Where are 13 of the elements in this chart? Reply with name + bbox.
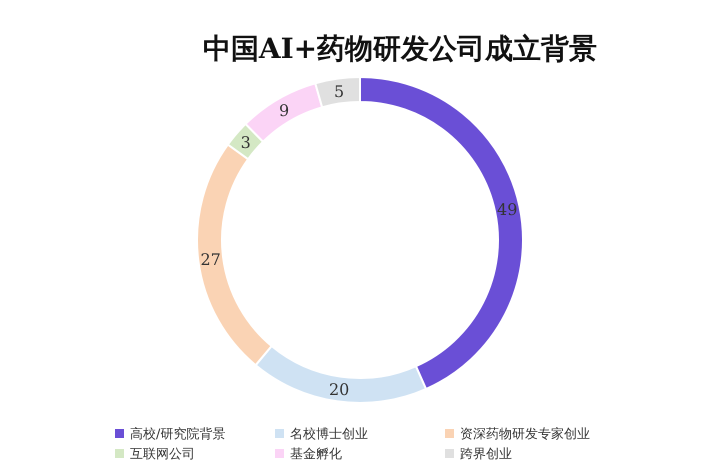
legend-label: 资深药物研发专家创业 bbox=[460, 426, 590, 442]
legend-label: 高校/研究院背景 bbox=[130, 426, 226, 442]
legend-label: 基金孵化 bbox=[290, 447, 342, 462]
chart-title: 中国AI+药物研发公司成立背景 bbox=[202, 32, 598, 65]
legend-label: 互联网公司 bbox=[130, 447, 195, 462]
data-label: 3 bbox=[240, 133, 251, 152]
data-label: 20 bbox=[328, 380, 350, 400]
data-label: 5 bbox=[334, 82, 344, 101]
data-label: 49 bbox=[497, 200, 518, 219]
legend-label: 跨界创业 bbox=[460, 447, 512, 462]
legend-label: 名校博士创业 bbox=[290, 427, 368, 442]
data-label: 27 bbox=[200, 250, 221, 269]
data-label: 9 bbox=[279, 101, 290, 120]
